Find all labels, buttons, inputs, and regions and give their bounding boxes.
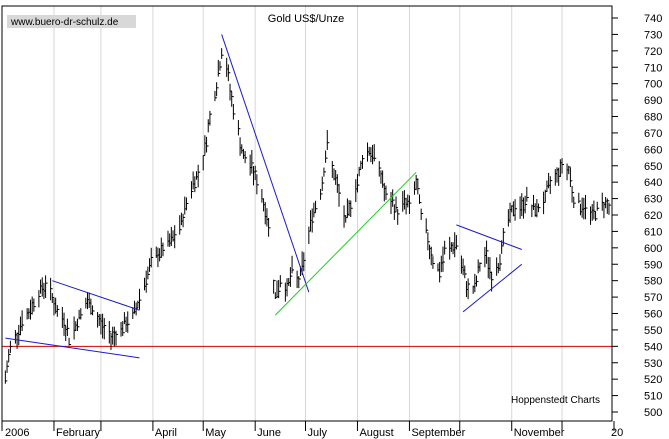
gridlines bbox=[53, 6, 563, 421]
y-tick-label: 740 bbox=[644, 13, 662, 25]
x-tick-label-month: February bbox=[56, 427, 101, 439]
price-bars bbox=[4, 48, 611, 384]
y-tick-label: 510 bbox=[644, 391, 662, 403]
x-tick-label-month: August bbox=[359, 427, 393, 439]
y-tick-label: 560 bbox=[644, 309, 662, 321]
y-tick-label: 530 bbox=[644, 358, 662, 370]
credit-text: Hoppenstedt Charts bbox=[511, 395, 600, 406]
x-tick-label-next-year: 20 bbox=[611, 427, 623, 439]
y-tick-label: 580 bbox=[644, 276, 662, 288]
x-tick-label-month: July bbox=[307, 427, 327, 439]
y-tick-label: 520 bbox=[644, 374, 662, 386]
y-tick-label: 690 bbox=[644, 95, 662, 107]
y-axis-ticks: 500 510 520 530 540 550 560 570 580 590 600 610 620 6… bbox=[612, 13, 662, 419]
y-tick-label: 550 bbox=[644, 325, 662, 337]
chart-title: Gold US$/Unze bbox=[268, 13, 344, 25]
y-tick-label: 670 bbox=[644, 128, 662, 140]
x-tick-label-year: 2006 bbox=[5, 427, 29, 439]
y-tick-label: 540 bbox=[644, 341, 662, 353]
trendline-autumn-upper bbox=[456, 224, 522, 250]
y-tick-label: 710 bbox=[644, 62, 662, 74]
watermark-background bbox=[7, 15, 136, 28]
trendline-summer-support bbox=[274, 171, 417, 316]
trendlines bbox=[5, 34, 523, 359]
watermark-text: www.buero-dr-schulz.de bbox=[10, 17, 119, 28]
x-tick-label-month: September bbox=[411, 427, 465, 439]
y-tick-label: 630 bbox=[644, 194, 662, 206]
y-tick-label: 720 bbox=[644, 46, 662, 58]
trendline-flag-upper bbox=[52, 280, 140, 311]
y-tick-label: 680 bbox=[644, 112, 662, 124]
x-tick-label-month: April bbox=[155, 427, 177, 439]
plot-frame bbox=[1, 5, 613, 422]
y-tick-label: 600 bbox=[644, 243, 662, 255]
y-tick-label: 570 bbox=[644, 292, 662, 304]
plot-border bbox=[1, 5, 613, 422]
y-tick-label: 590 bbox=[644, 259, 662, 271]
y-tick-label: 620 bbox=[644, 210, 662, 222]
x-tick-label-month: November bbox=[514, 427, 565, 439]
trendline-flag-lower bbox=[5, 337, 140, 359]
x-tick-label-month: May bbox=[205, 427, 226, 439]
y-tick-label: 610 bbox=[644, 226, 662, 238]
y-tick-label: 500 bbox=[644, 407, 662, 419]
y-tick-label: 640 bbox=[644, 177, 662, 189]
y-tick-label: 660 bbox=[644, 144, 662, 156]
y-tick-label: 700 bbox=[644, 79, 662, 91]
trendline-autumn-lower bbox=[462, 263, 523, 313]
x-tick-label-month: June bbox=[257, 427, 281, 439]
y-tick-label: 650 bbox=[644, 161, 662, 173]
trendline-may-june-downtrend bbox=[221, 34, 310, 293]
y-tick-label: 730 bbox=[644, 29, 662, 41]
x-axis-ticks: 2006 February April May June July August Septem… bbox=[1, 421, 623, 439]
